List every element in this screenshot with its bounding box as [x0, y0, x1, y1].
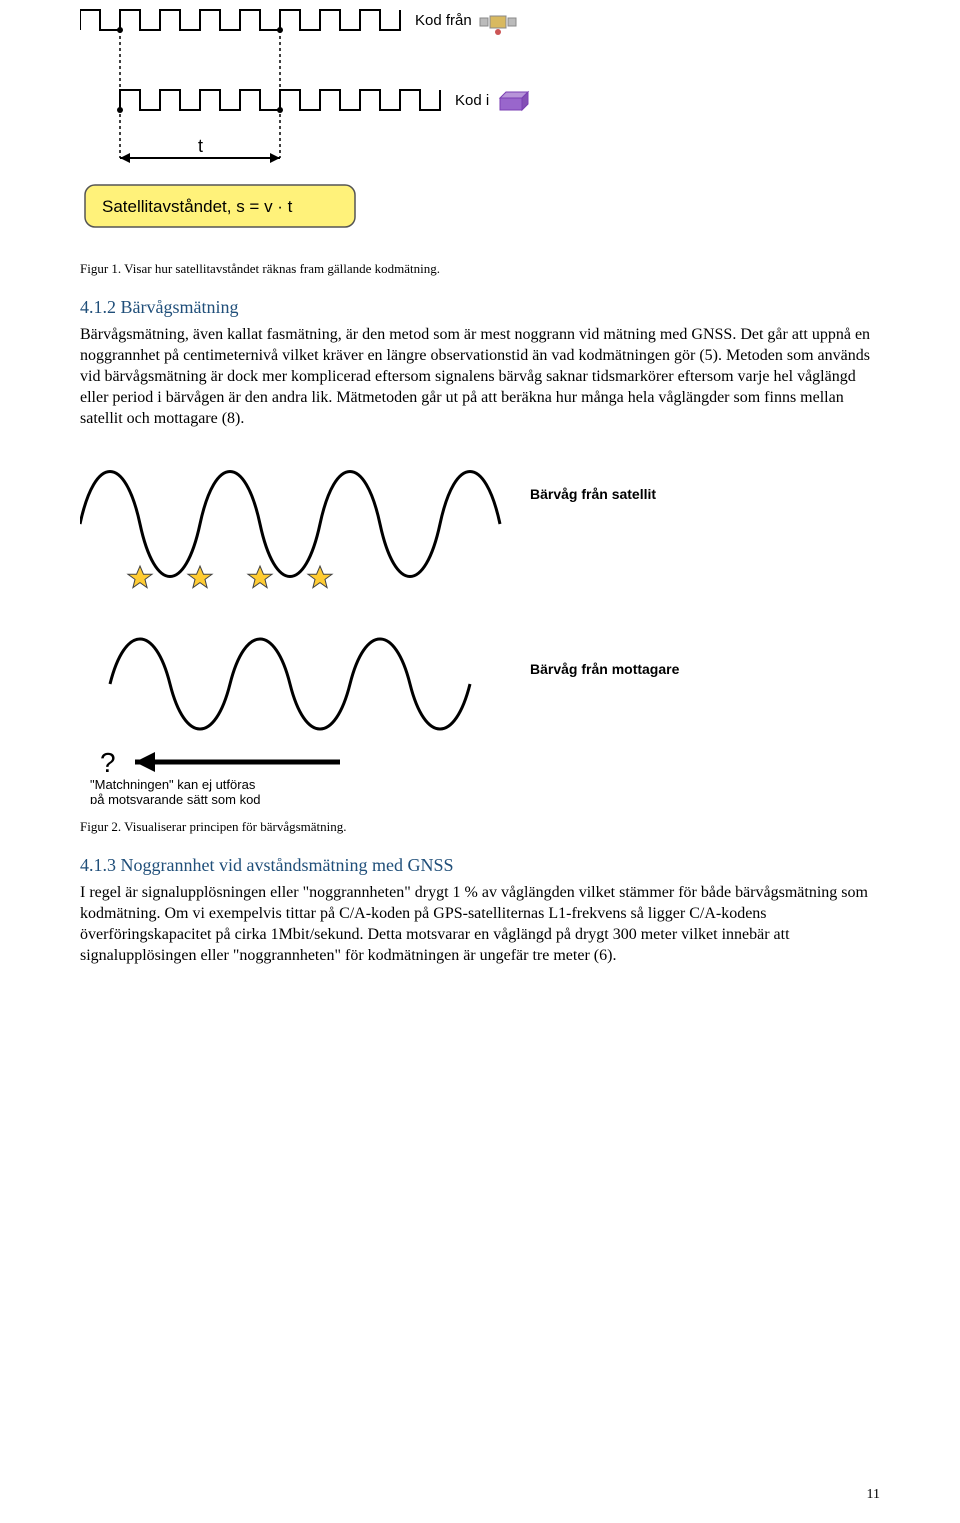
figure-1: Kod från Kod i: [80, 0, 880, 245]
page-number: 11: [867, 1487, 880, 1503]
heading-412: 4.1.2 Bärvågsmätning: [80, 297, 880, 318]
figure2-label-satellite: Bärvåg från satellit: [530, 486, 656, 502]
figure2-label-receiver: Bärvåg från mottagare: [530, 661, 680, 677]
receiver-icon: [500, 92, 528, 110]
figure-2-svg: Bärvåg från satellit Bärvåg från mottaga…: [80, 444, 700, 804]
figure1-label-top: Kod från: [415, 12, 472, 29]
figure1-t-label: t: [198, 136, 203, 156]
document-page: Kod från Kod i: [0, 0, 960, 1523]
figure1-formula: Satellitavståndet, s = v · t: [102, 197, 293, 216]
figure1-label-bottom: Kod i: [455, 92, 489, 109]
figure2-question: ?: [100, 747, 116, 778]
figure-2: Bärvåg från satellit Bärvåg från mottaga…: [80, 444, 880, 809]
figure-1-svg: Kod från Kod i: [80, 0, 560, 240]
figure-2-caption: Figur 2. Visualiserar principen för bärv…: [80, 819, 880, 835]
figure-1-caption: Figur 1. Visar hur satellitavståndet räk…: [80, 261, 880, 277]
text-413: I regel är signalupplösningen eller "nog…: [80, 882, 880, 966]
figure2-match-text: "Matchningen" kan ej utföras på motsvara…: [90, 777, 261, 804]
text-412: Bärvågsmätning, även kallat fasmätning, …: [80, 324, 880, 430]
satellite-icon: [480, 16, 516, 35]
heading-413: 4.1.3 Noggrannhet vid avståndsmätning me…: [80, 855, 880, 876]
